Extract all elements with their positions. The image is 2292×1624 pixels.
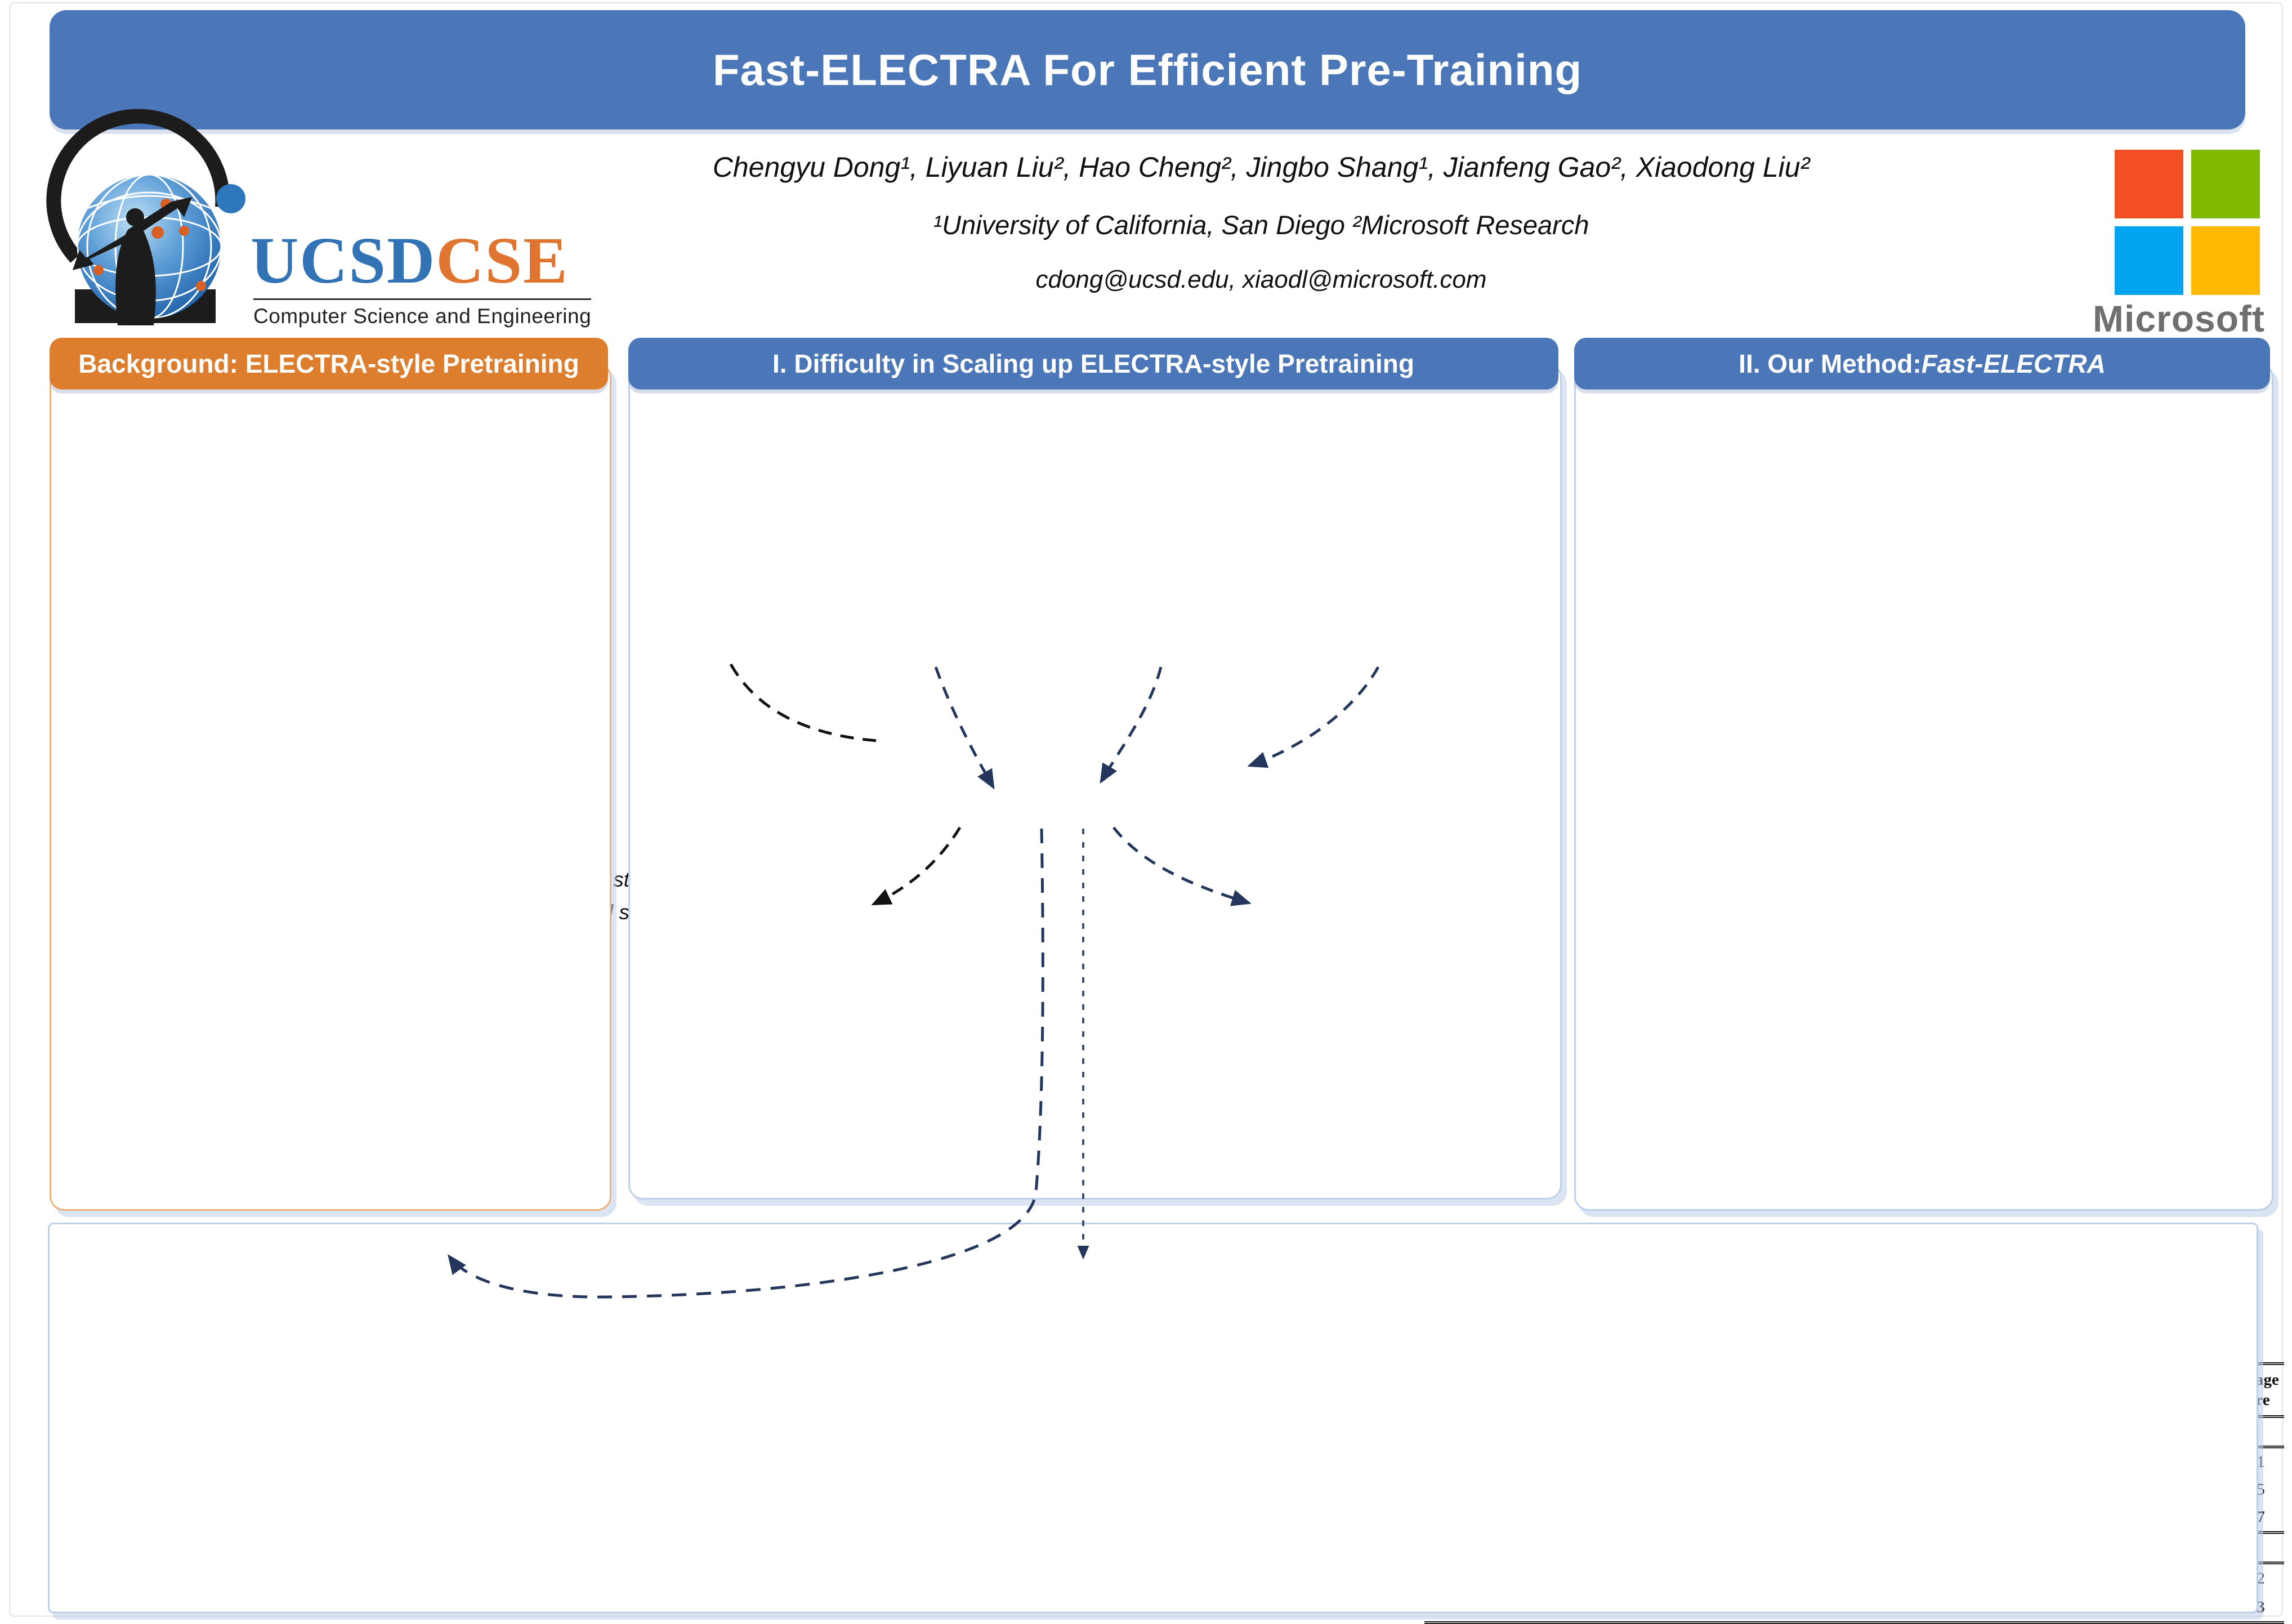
panel-method-title-name: Fast-ELECTRA: [1921, 349, 2106, 378]
ucsd-logo-subtitle: Computer Science and Engineering: [253, 298, 592, 328]
microsoft-logo-square: [2191, 150, 2260, 218]
panel-background: [50, 363, 611, 1211]
panel-results: [48, 1223, 2258, 1613]
ucsd-logo-graphic: [46, 109, 245, 325]
emails-line: cdong@ucsd.edu, xiaodl@microsoft.com: [1035, 266, 1487, 293]
panel-method-header: II. Our Method: Fast-ELECTRA: [1574, 338, 2270, 390]
microsoft-logo-label: Microsoft: [2093, 298, 2265, 339]
panel-background-title: Background: ELECTRA-style Pretraining: [78, 349, 579, 378]
panel-method: [1574, 363, 2273, 1211]
microsoft-logo-square: [2115, 226, 2183, 295]
ucsd-wordmark-cse: CSE: [436, 223, 569, 297]
panel-background-header: Background: ELECTRA-style Pretraining: [50, 338, 608, 390]
authors-line: Chengyu Dong¹, Liyuan Liu², Hao Cheng², …: [712, 151, 1810, 183]
poster-title-banner: Fast-ELECTRA For Efficient Pre-Training: [50, 10, 2245, 129]
poster-title: Fast-ELECTRA For Efficient Pre-Training: [712, 44, 1583, 95]
ucsd-wordmark-ucsd: UCSD: [251, 223, 436, 297]
microsoft-logo-icon: [2115, 150, 2260, 295]
microsoft-logo-square: [2115, 150, 2183, 218]
panel-difficulty-title: I. Difficulty in Scaling up ELECTRA-styl…: [772, 349, 1414, 378]
affiliations-line: ¹University of California, San Diego ²Mi…: [933, 210, 1589, 240]
panel-difficulty-header: I. Difficulty in Scaling up ELECTRA-styl…: [628, 338, 1558, 390]
ucsd-logo-wordmark: UCSDCSE: [251, 222, 569, 299]
panel-method-title-prefix: II. Our Method:: [1739, 349, 1922, 378]
panel-difficulty: [628, 363, 1562, 1200]
microsoft-logo-square: [2191, 226, 2260, 295]
